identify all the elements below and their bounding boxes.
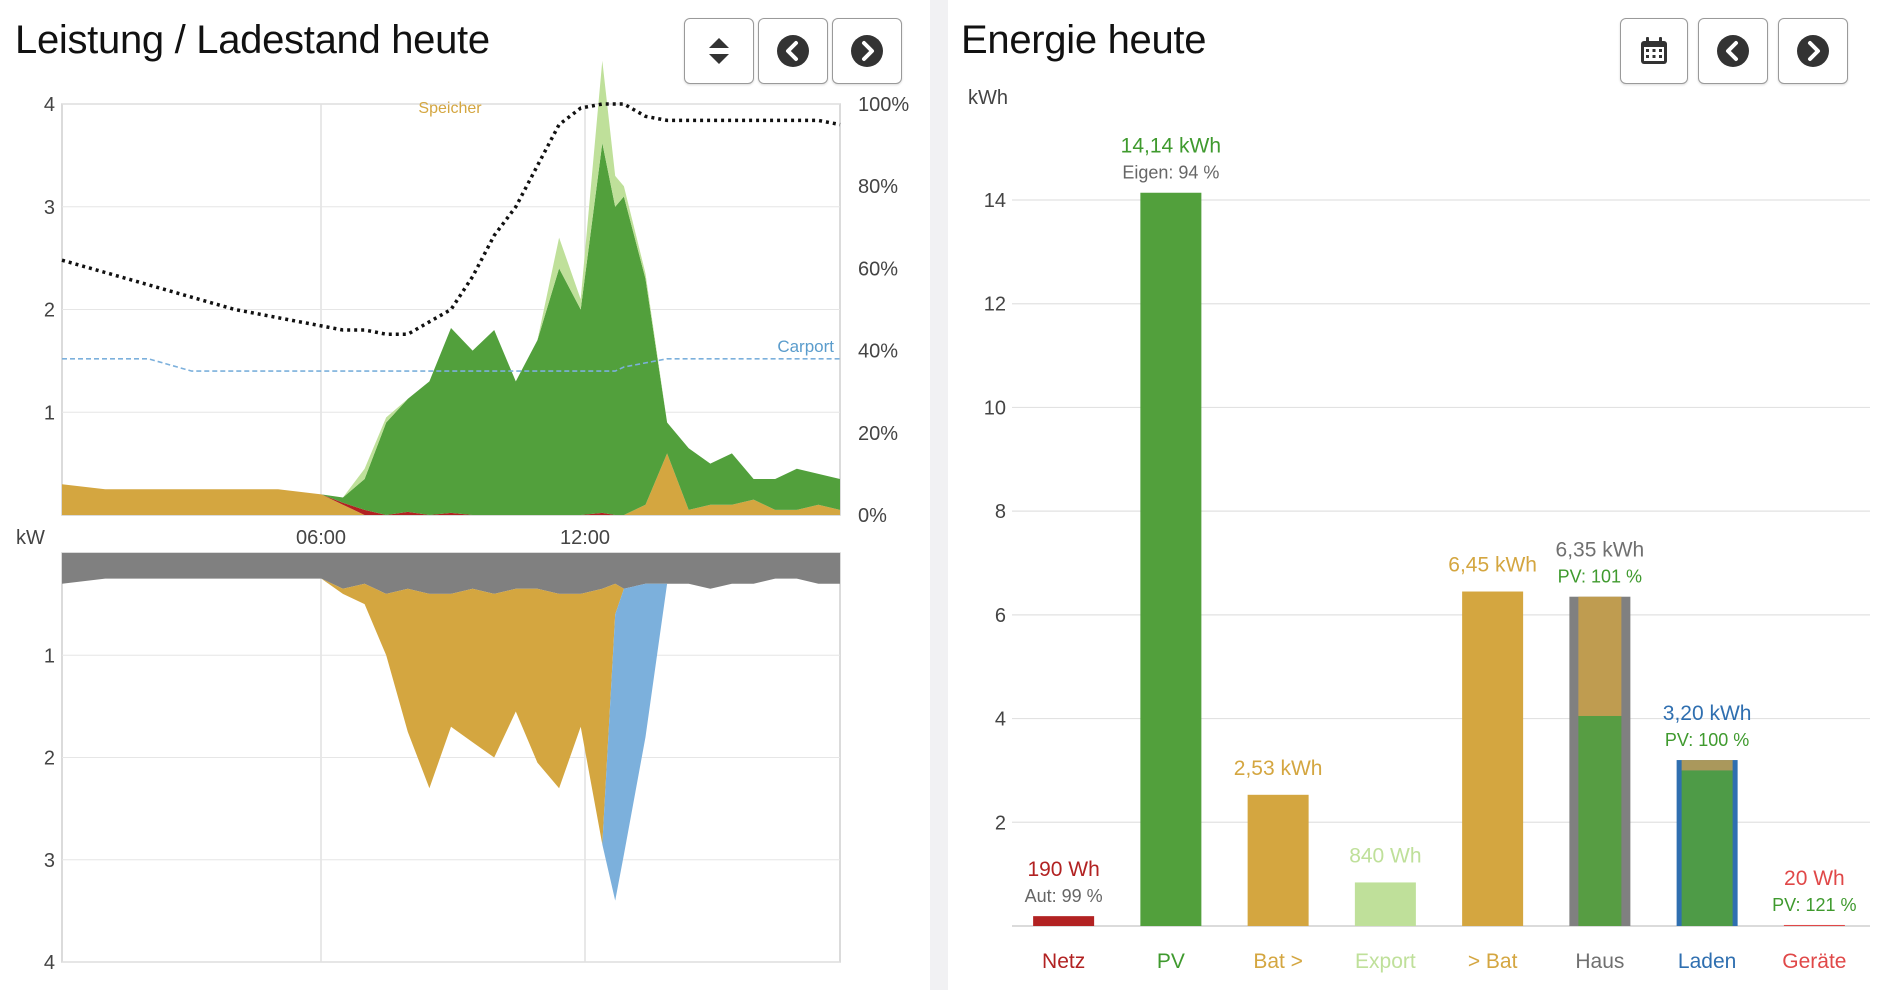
speicher-annotation: Speicher	[418, 100, 482, 117]
sub-label: Eigen: 94 %	[1122, 163, 1219, 183]
value-label: 14,14 kWh	[1121, 135, 1221, 158]
bar-overlay-bat	[1681, 760, 1733, 771]
area-lower-haus	[62, 553, 840, 594]
sort-arrows-icon	[709, 38, 729, 64]
y2-tick-label: 80%	[858, 176, 898, 198]
energy-prev-day-button[interactable]	[1698, 18, 1768, 84]
y-tick-label: 4	[44, 952, 55, 974]
y-tick-label: 2	[44, 300, 55, 322]
chevron-right-circle-icon	[851, 35, 883, 67]
value-label: 20 Wh	[1784, 867, 1845, 890]
chevron-left-circle-icon	[1717, 35, 1749, 67]
y2-tick-label: 40%	[858, 341, 898, 363]
y2-tick-label: 0%	[858, 505, 887, 527]
value-label: 6,35 kWh	[1556, 539, 1645, 562]
y-tick-label: 10	[984, 397, 1006, 419]
carport-annotation: Carport	[777, 337, 834, 356]
carport-line	[62, 358, 840, 372]
area-lower-laden	[62, 578, 840, 901]
bar-bat	[1462, 591, 1524, 926]
power-panel-title: Leistung / Ladestand heute	[15, 18, 490, 62]
y-tick-label: 6	[995, 605, 1006, 627]
sub-label: PV: 101 %	[1558, 567, 1642, 587]
y2-tick-label: 20%	[858, 423, 898, 445]
bar-overlay-bat	[1578, 596, 1622, 716]
y-tick-label: 8	[995, 501, 1006, 523]
soc-line	[61, 102, 841, 336]
y-tick-label: 2	[995, 812, 1006, 834]
y2-tick-label: 100%	[858, 94, 909, 116]
category-label: > Bat	[1468, 950, 1518, 973]
category-label: Bat >	[1253, 950, 1303, 973]
panel-divider	[930, 0, 948, 990]
y-tick-label: 12	[984, 294, 1006, 316]
power-next-day-button[interactable]	[832, 18, 902, 84]
area-lower-bat	[62, 578, 840, 845]
sub-label: PV: 100 %	[1665, 730, 1749, 750]
y-tick-label: 14	[984, 190, 1006, 212]
y-tick-label: 3	[44, 197, 55, 219]
toggle-view-button[interactable]	[684, 18, 754, 84]
category-label: Geräte	[1782, 950, 1846, 973]
value-label: 6,45 kWh	[1448, 554, 1537, 577]
power-prev-day-button[interactable]	[758, 18, 828, 84]
y-tick-label: 4	[44, 94, 55, 116]
power-chart: 06:00 12:00 4 3 2 1 100% 80% 60% 40% 20% 0% kW 1 2 3 4 Sp…	[16, 60, 909, 974]
calendar-button[interactable]	[1620, 18, 1688, 84]
x-tick-label: 06:00	[296, 527, 346, 549]
bar-export	[1354, 882, 1416, 926]
energy-next-day-button[interactable]	[1778, 18, 1848, 84]
bar-bat	[1247, 794, 1309, 926]
value-label: 3,20 kWh	[1663, 702, 1752, 725]
chevron-left-circle-icon	[777, 35, 809, 67]
category-label: Haus	[1575, 950, 1624, 973]
power-panel: Leistung / Ladestand heute 06:00 12:00 4 3 2…	[0, 0, 930, 990]
bar-gerte	[1783, 924, 1845, 926]
calendar-icon	[1641, 37, 1667, 64]
y-tick-label: 3	[44, 850, 55, 872]
sub-label: Aut: 99 %	[1025, 886, 1103, 906]
y-tick-label: 1	[44, 645, 55, 667]
area-bat	[62, 453, 840, 515]
energy-chart: kWh 2 4 6 8 10 12 14 Netz 190 Wh Aut: 99 % PV 14,14 …	[968, 87, 1870, 973]
y-axis-unit: kWh	[968, 87, 1008, 109]
y2-tick-label: 60%	[858, 258, 898, 280]
x-tick-label: 12:00	[560, 527, 610, 549]
bar-netz	[1033, 916, 1095, 926]
y-tick-label: 4	[995, 709, 1006, 731]
value-label: 840 Wh	[1349, 844, 1421, 867]
category-label: Export	[1355, 950, 1416, 973]
category-label: Laden	[1678, 950, 1736, 973]
category-label: Netz	[1042, 950, 1085, 973]
bar-overlay-pv	[1578, 715, 1622, 926]
energy-panel: Energie heute kWh 2 4 6 8 10 12 14 Netz 190 Wh Aut…	[948, 0, 1882, 990]
unit-label: kW	[16, 527, 45, 549]
area-pv	[62, 143, 840, 515]
y-tick-label: 2	[44, 748, 55, 770]
bar-overlay-pv	[1681, 770, 1733, 926]
value-label: 190 Wh	[1027, 858, 1099, 881]
bar-pv	[1140, 192, 1202, 927]
category-label: PV	[1157, 950, 1185, 973]
energy-panel-title: Energie heute	[961, 18, 1207, 62]
y-tick-label: 1	[44, 402, 55, 424]
sub-label: PV: 121 %	[1772, 895, 1856, 915]
chevron-right-circle-icon	[1797, 35, 1829, 67]
value-label: 2,53 kWh	[1234, 757, 1323, 780]
